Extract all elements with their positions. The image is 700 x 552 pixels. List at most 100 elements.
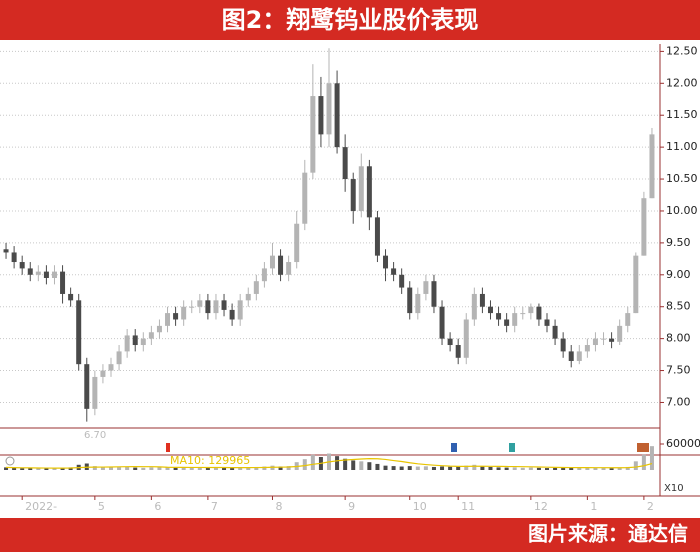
volume-bar <box>351 460 356 470</box>
x-tick-label: 2022- <box>25 500 57 513</box>
volume-bar <box>20 468 25 470</box>
volume-bar <box>415 466 420 470</box>
y-tick-label: 12.50 <box>666 44 698 57</box>
candle-body <box>439 306 445 339</box>
volume-bar <box>496 467 501 470</box>
candle-body <box>237 300 243 320</box>
volume-bar <box>310 454 315 470</box>
volume-bar <box>205 467 210 470</box>
candle-body <box>552 325 558 339</box>
candle-body <box>487 306 493 314</box>
volume-bar <box>617 467 622 470</box>
candle-body <box>504 319 510 326</box>
candle-body <box>3 249 9 253</box>
x-tick-label: 6 <box>154 500 161 513</box>
event-marker <box>451 443 457 452</box>
volume-bar <box>528 467 533 470</box>
candle-body <box>261 268 267 282</box>
candle-body <box>189 306 195 308</box>
volume-bar <box>577 467 582 470</box>
candle-body <box>496 313 502 320</box>
candle-body <box>584 345 590 352</box>
candle-body <box>221 300 227 310</box>
y-tick-label: 10.50 <box>666 172 698 185</box>
volume-bar <box>601 468 606 470</box>
volume-bar <box>585 468 590 470</box>
y-tick-label: 9.50 <box>666 236 691 249</box>
volume-bar <box>68 467 73 470</box>
candle-body <box>302 172 308 224</box>
x-tick-label: 10 <box>413 500 427 513</box>
candle-body <box>447 338 453 346</box>
candle-body <box>140 338 146 346</box>
ma-legend: MA10: 129965 <box>170 454 250 467</box>
candle-body <box>366 166 372 218</box>
low-annotation: 6.70 <box>84 430 106 441</box>
x-tick-label: 5 <box>98 500 105 513</box>
volume-bar <box>561 467 566 470</box>
volume-bar <box>625 466 630 470</box>
volume-bar <box>92 466 97 470</box>
candle-body <box>205 300 211 314</box>
event-marker <box>509 443 515 452</box>
candle-body <box>19 262 25 269</box>
event-marker <box>166 443 170 452</box>
volume-bar <box>480 466 485 470</box>
volume-bar <box>36 468 41 470</box>
candle-body <box>181 306 187 320</box>
candle-body <box>512 313 518 326</box>
candle-body <box>229 309 235 320</box>
volume-bar <box>456 466 461 470</box>
volume-bar <box>512 467 517 470</box>
candle-body <box>269 255 275 269</box>
candle-body <box>124 335 130 352</box>
candle-body <box>173 313 179 320</box>
volume-bar <box>254 466 259 470</box>
candle-body <box>576 351 582 361</box>
volume-bar <box>44 468 49 470</box>
candle-body <box>617 325 623 342</box>
volume-bar <box>133 467 138 470</box>
volume-bar <box>609 468 614 470</box>
x-tick-label: 1 <box>590 500 597 513</box>
candle-body <box>342 147 348 180</box>
candle-body <box>294 223 300 263</box>
candle-body <box>286 262 292 275</box>
candle-body <box>649 134 655 199</box>
volume-bar <box>286 466 291 470</box>
event-marker <box>637 443 649 452</box>
candle-body <box>278 255 284 275</box>
source: 图片来源：通达信 <box>528 522 688 546</box>
volume-bar <box>157 467 162 470</box>
candle-body <box>132 335 138 346</box>
candle-body <box>35 271 41 275</box>
candle-body <box>463 319 469 358</box>
candle-body <box>318 96 324 135</box>
volume-bar <box>149 467 154 470</box>
candle-body <box>100 370 106 377</box>
candle-body <box>11 252 17 263</box>
volume-bar <box>238 467 243 470</box>
volume-bar <box>213 467 218 470</box>
volume-bar <box>545 468 549 470</box>
volume-bar <box>488 466 493 470</box>
volume-bar <box>302 459 307 470</box>
volume-bar <box>464 465 469 470</box>
volume-bar <box>383 465 388 470</box>
candle-body <box>479 293 485 307</box>
candle-body <box>148 332 154 339</box>
candle-body <box>601 338 607 340</box>
volume-bar <box>262 466 267 470</box>
candle-body <box>245 293 251 301</box>
panel-icon <box>5 456 15 466</box>
volume-bar <box>173 467 178 470</box>
candle-body <box>374 217 380 256</box>
volume-bar <box>375 463 380 470</box>
volume-bar <box>553 467 558 470</box>
candle-body <box>471 293 477 320</box>
candle-body <box>213 300 219 314</box>
volume-bar <box>343 458 348 470</box>
volume-bar <box>399 466 404 470</box>
candle-body <box>76 300 82 365</box>
y-tick-label: 7.50 <box>666 364 691 377</box>
